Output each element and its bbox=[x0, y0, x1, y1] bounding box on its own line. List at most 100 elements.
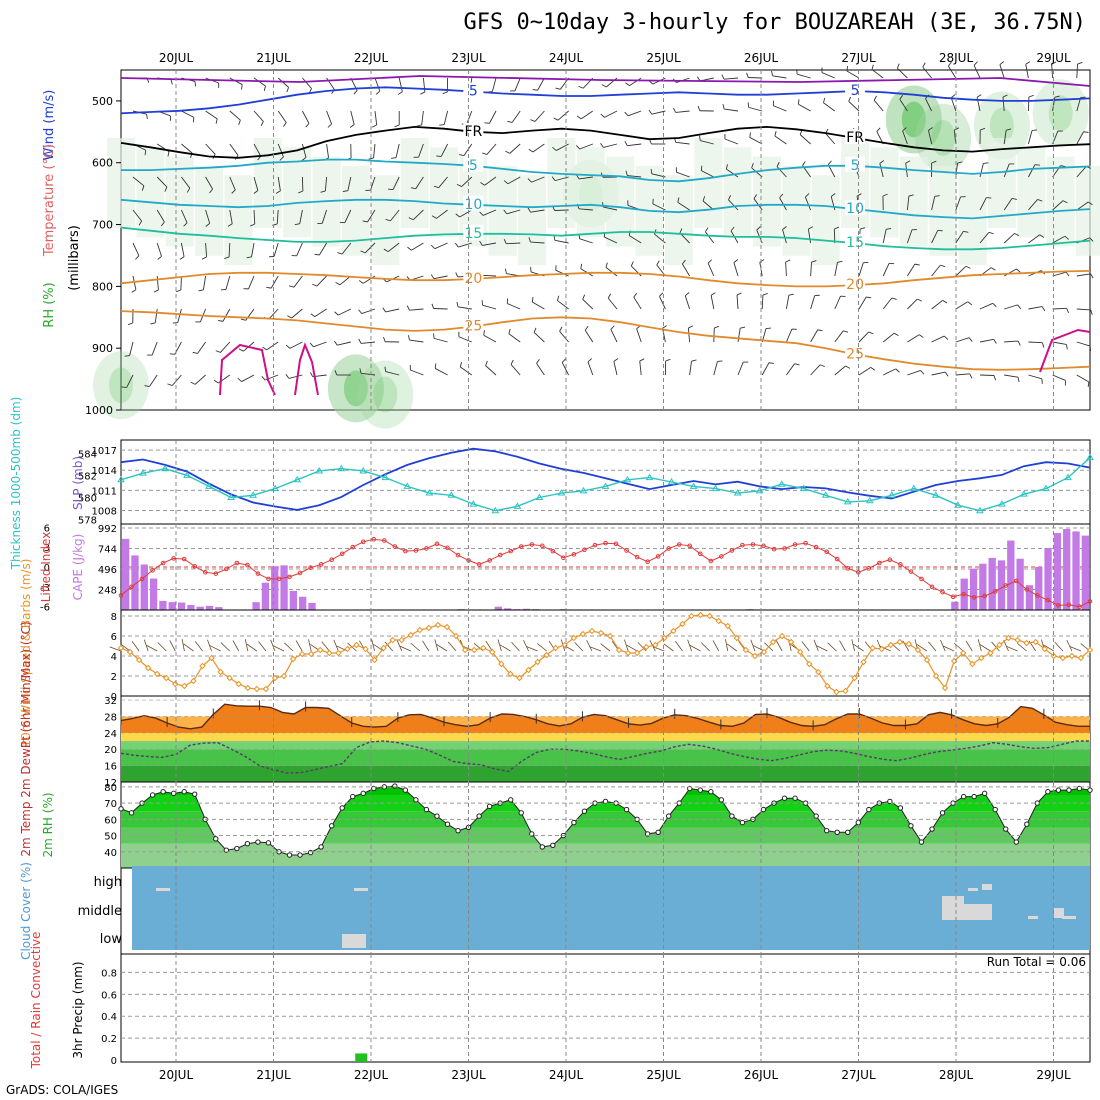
wind-marker bbox=[941, 684, 949, 692]
wind-barb bbox=[321, 209, 328, 224]
surface-barb bbox=[991, 641, 1000, 652]
wind-barb-flag bbox=[691, 359, 697, 362]
wind-barb-flag bbox=[725, 164, 728, 170]
wind-barb bbox=[296, 242, 303, 256]
cloud-patch bbox=[156, 888, 170, 891]
wind-barb-flag bbox=[679, 228, 683, 234]
wind-barb-flag bbox=[231, 189, 236, 194]
wind-barb-flag bbox=[665, 358, 671, 362]
rh-marker bbox=[571, 819, 577, 826]
wind-barb-flag bbox=[172, 322, 178, 324]
wind-barb-flag bbox=[747, 102, 750, 108]
wind-barb-flag bbox=[287, 315, 292, 319]
wind-barb-flag bbox=[141, 185, 145, 191]
wind-marker bbox=[226, 674, 233, 682]
surface-barb bbox=[499, 644, 511, 652]
humidity-wash bbox=[518, 175, 547, 266]
wind-barb bbox=[979, 302, 993, 310]
wind-barb bbox=[705, 231, 715, 244]
wind-barb bbox=[154, 308, 158, 323]
wind-barb bbox=[132, 275, 137, 290]
wind-barb-flag bbox=[774, 131, 777, 137]
wind-barb bbox=[931, 264, 941, 277]
wind-barb bbox=[1052, 307, 1067, 310]
surface-barb bbox=[232, 640, 240, 652]
contour-hot bbox=[294, 342, 319, 396]
wind-barb bbox=[1052, 341, 1067, 345]
rh-marker bbox=[644, 831, 651, 837]
wind-barb bbox=[902, 130, 908, 145]
wind-marker bbox=[398, 636, 405, 644]
contour-label: 15 bbox=[464, 226, 482, 242]
humidity-wash bbox=[341, 165, 370, 256]
humidity-patch bbox=[915, 104, 972, 172]
wind-barb bbox=[491, 77, 497, 92]
wind-barb bbox=[229, 143, 239, 156]
surface-barb bbox=[497, 639, 502, 652]
rh-marker bbox=[655, 829, 661, 836]
cape-bar bbox=[988, 557, 996, 610]
wind-barb-flag bbox=[176, 289, 182, 293]
wind-barb bbox=[931, 196, 936, 211]
rh-marker bbox=[918, 839, 925, 845]
li-marker bbox=[181, 556, 187, 562]
wind-marker bbox=[516, 674, 523, 682]
wind-barb-flag bbox=[917, 298, 923, 302]
wind-barb bbox=[858, 366, 871, 376]
wind-barb-flag bbox=[480, 182, 485, 186]
surface-barb bbox=[485, 640, 493, 652]
wind-barb-flag bbox=[771, 70, 774, 76]
wind-barb-flag bbox=[433, 333, 435, 339]
wind-barb-flag bbox=[785, 259, 791, 263]
contour-line bbox=[120, 198, 1091, 220]
thickness-axis-label: Thickness 1000-500mb (dm) bbox=[9, 397, 23, 571]
rh-tick-label: 80 bbox=[104, 783, 117, 794]
li-marker bbox=[1013, 578, 1019, 584]
li-marker bbox=[908, 569, 914, 574]
li-marker bbox=[339, 551, 345, 557]
wind-barb bbox=[229, 110, 241, 121]
wind-barb-flag bbox=[527, 178, 532, 183]
rh-band bbox=[121, 843, 1090, 868]
wind-barb bbox=[385, 371, 400, 376]
li-marker bbox=[245, 562, 250, 568]
cloud-patch bbox=[982, 884, 992, 890]
wind-barb bbox=[148, 374, 158, 387]
wind-barb bbox=[171, 374, 182, 386]
wind-barb bbox=[761, 362, 770, 376]
wind-barb bbox=[955, 265, 967, 277]
wind-barb-flag bbox=[992, 302, 997, 308]
wind-barb bbox=[749, 137, 763, 145]
wind-barb bbox=[458, 336, 472, 343]
li-marker bbox=[877, 560, 882, 566]
li-marker bbox=[697, 551, 703, 557]
wind-barb-flag bbox=[1054, 95, 1060, 98]
wind-barb-flag bbox=[1041, 342, 1045, 348]
wind-barb bbox=[556, 143, 569, 151]
wind-barb bbox=[633, 296, 642, 310]
wind-barb-flag bbox=[314, 253, 320, 256]
wind-barb bbox=[700, 140, 714, 145]
wind-barb-flag bbox=[1060, 165, 1066, 168]
wind-barb-flag bbox=[327, 123, 332, 128]
contour-line bbox=[121, 158, 1091, 183]
panel-precip bbox=[120, 953, 1091, 1063]
thickness-marker bbox=[293, 475, 302, 483]
wind-barb bbox=[413, 209, 424, 221]
cape-bar bbox=[522, 608, 530, 610]
pressure-tick-label: 900 bbox=[92, 342, 113, 355]
wind-barb bbox=[607, 297, 618, 310]
contour-label: 10 bbox=[464, 197, 482, 213]
wind-barb-flag bbox=[845, 365, 851, 369]
wind-barb bbox=[313, 341, 327, 348]
wind-barb-flag bbox=[908, 194, 914, 197]
wind-marker bbox=[489, 648, 496, 656]
cape-bar bbox=[299, 596, 307, 610]
rh-marker bbox=[823, 827, 830, 834]
wind-barb-flag bbox=[238, 348, 244, 352]
wind-barb-flag bbox=[266, 286, 272, 289]
wind-barb bbox=[879, 163, 884, 178]
wind-barb bbox=[846, 70, 860, 79]
li-marker bbox=[350, 544, 356, 550]
